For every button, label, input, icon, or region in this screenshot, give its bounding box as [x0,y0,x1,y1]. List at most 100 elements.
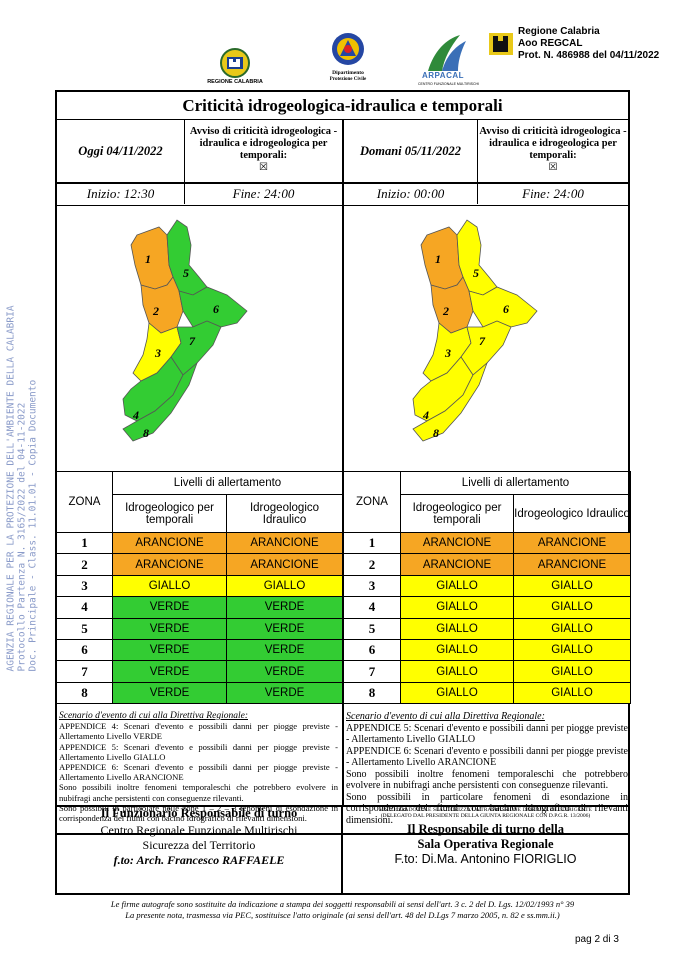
tomorrow-map-label-2: 2 [442,304,449,318]
today-map-label-2: 2 [152,304,159,318]
tomorrow-zone-number: 2 [343,553,401,576]
tomorrow-zone-header: ZONA [343,471,401,533]
tomorrow-level-idraulico: GIALLO [513,617,631,640]
today-level-idraulico: VERDE [226,660,343,683]
tomorrow-date: Domani 05/11/2022 [359,143,462,158]
signature-right-title1: Il Responsabile di turno della [407,822,564,836]
tomorrow-map-label-3: 3 [444,346,451,360]
tomorrow-zone-number: 8 [343,681,401,705]
today-level-temporali: ARANCIONE [112,531,227,555]
tomorrow-level-idraulico: GIALLO [513,596,631,619]
tomorrow-level-temporali: GIALLO [400,638,514,662]
bulletin-title: Criticità idrogeologica-idraulica e temp… [182,95,503,115]
regione-calabria-logo: REGIONE CALABRIA [205,45,265,90]
today-scenario-p2: APPENDICE 5: Scenari d'evento e possibil… [59,741,338,762]
tomorrow-table-row: 1 ARANCIONE ARANCIONE [343,531,631,555]
tomorrow-map-label-8: 8 [433,426,439,440]
tomorrow-levels-table: ZONA Livelli di allertamento Idrogeologi… [343,471,631,705]
tomorrow-zone-6 [468,286,538,328]
today-table-row: 7 VERDE VERDE [56,660,343,683]
regione-cross-icon [489,33,513,55]
tomorrow-checkbox: ☒ [548,162,558,173]
today-table-row: 8 VERDE VERDE [56,681,343,705]
dept-line2: Protezione Civile [329,77,367,82]
today-level-idraulico: ARANCIONE [226,531,343,555]
stamp-line2: Aoo REGCAL [518,38,583,49]
tomorrow-notice: Avviso di criticità idrogeologica - idra… [478,126,628,174]
today-zone-number: 4 [56,596,113,619]
stamp-line1: Regione Calabria [518,26,600,37]
today-scenario-heading: Scenario d'evento di cui alla Direttiva … [59,711,248,721]
tomorrow-level-temporali: GIALLO [400,660,514,683]
protezione-civile-logo: Dipartimento Protezione Civile [318,30,378,85]
today-zone-6 [178,286,248,328]
tomorrow-zone-number: 7 [343,660,401,683]
today-levels-header: Livelli di allertamento [112,471,343,495]
stamp-line3: Prot. N. 486988 del 04/11/2022 [518,50,660,61]
tomorrow-notice-text: Avviso di criticità idrogeologica - idra… [479,126,627,161]
tomorrow-col1-header: Idrogeologico per temporali [400,494,514,533]
signature-right-title2: Sala Operativa Regionale [417,837,554,851]
tomorrow-table-row: 3 GIALLO GIALLO [343,574,631,598]
tomorrow-table-row: 4 GIALLO GIALLO [343,596,631,619]
today-map-label-8: 8 [143,426,149,440]
visto-line2: (DELEGATO DAL PRESIDENTE DELLA GIUNTA RE… [380,813,591,819]
arpacal-label: ARPACAL [422,71,465,80]
tomorrow-zone-number: 4 [343,596,401,619]
today-scenario-p5: Sono possibili in particolare nelle zone… [59,802,338,824]
today-level-temporali: VERDE [112,681,227,705]
today-level-temporali: VERDE [112,596,227,619]
today-table-row: 3 GIALLO GIALLO [56,574,343,598]
tomorrow-table-row: 7 GIALLO GIALLO [343,660,631,683]
tomorrow-zone-7 [460,320,512,376]
tomorrow-map-label-7: 7 [479,334,486,348]
today-map-label-3: 3 [154,346,161,360]
today-map: 1 5 2 6 3 7 4 8 [122,219,248,442]
tomorrow-start: Inizio: 00:00 [376,186,445,201]
today-levels-table: ZONA Livelli di allertamento Idrogeologi… [56,471,343,705]
signature-right: VISTO: SI ADOTTA E SI AUTORIZZA LA TRASM… [343,807,628,866]
today-level-idraulico: ARANCIONE [226,553,343,576]
regione-calabria-label: REGIONE CALABRIA [207,79,263,85]
today-zone-number: 6 [56,638,113,662]
tomorrow-table-row: 2 ARANCIONE ARANCIONE [343,553,631,576]
tomorrow-scenario-p4: Sono possibili in particolare fenomeni d… [346,791,628,826]
tomorrow-table-row: 8 GIALLO GIALLO [343,681,631,705]
footer: Le firme autografe sono sostituite da in… [60,899,625,921]
side-stamp-line3: Doc. Principale - Class. 11.01.01 - Copi… [27,379,39,672]
page-number: pag 2 di 3 [575,934,619,945]
bulletin-frame: Criticità idrogeologica-idraulica e temp… [55,90,631,835]
today-level-temporali: GIALLO [112,574,227,598]
tomorrow-levels-header: Livelli di allertamento [400,471,631,495]
signature-left-title: Il Funzionario Responsabile di turno [100,806,298,820]
tomorrow-scenario-p1: APPENDICE 5: Scenari d'evento e possibil… [346,722,628,746]
tomorrow-map-label-5: 5 [473,266,479,280]
side-stamp-line2: Protocollo Partenza N. 3165/2022 del 04-… [16,402,28,672]
tomorrow-col2-header: Idrogeologico Idraulico [513,494,631,533]
today-notice-text: Avviso di criticità idrogeologica - idra… [189,126,338,161]
footer-line2: La presente nota, trasmessa via PEC, sos… [125,910,560,920]
tomorrow-level-temporali: GIALLO [400,617,514,640]
tomorrow-map-label-1: 1 [435,252,441,266]
today-level-idraulico: VERDE [226,638,343,662]
protezione-civile-emblem-icon [332,33,364,65]
today-level-temporali: ARANCIONE [112,553,227,576]
tomorrow-scenario-p2: APPENDICE 6: Scenari d'evento e possibil… [346,745,628,769]
today-scenarios: Scenario d'evento di cui alla Direttiva … [59,711,338,823]
tomorrow-zone-number: 5 [343,617,401,640]
tomorrow-level-idraulico: GIALLO [513,638,631,662]
tomorrow-zone-8 [412,361,488,442]
signature-left-line2: Sicurezza del Territorio [142,838,256,852]
tomorrow-level-temporali: ARANCIONE [400,553,514,576]
today-level-temporali: VERDE [112,617,227,640]
side-protocol-stamp: AGENZIA REGIONALE PER LA PROTEZIONE DELL… [6,302,39,672]
signature-left-signed: f.to: Arch. Francesco RAFFAELE [113,853,285,867]
tomorrow-level-temporali: ARANCIONE [400,531,514,555]
today-zone-header: ZONA [56,471,113,533]
protocol-stamp: Regione Calabria Aoo REGCAL Prot. N. 486… [487,26,672,66]
today-table-row: 5 VERDE VERDE [56,617,343,640]
tomorrow-zone-5 [456,219,498,296]
arpacal-emblem-icon [428,35,466,71]
today-zone-number: 8 [56,681,113,705]
tomorrow-level-idraulico: GIALLO [513,681,631,705]
